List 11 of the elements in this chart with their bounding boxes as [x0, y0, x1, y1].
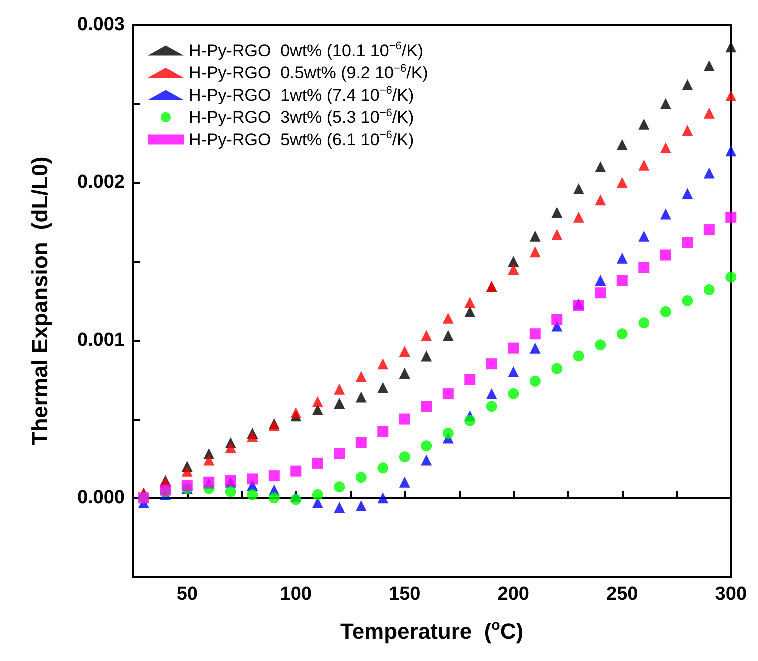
y-axis-title: Thermal Expansion (dL/L0)	[28, 156, 52, 446]
y-tick-label: 0.001	[77, 330, 126, 351]
x-tick-label: 250	[606, 584, 638, 605]
x-tick-label: 300	[715, 584, 747, 605]
x-tick-label: 150	[389, 584, 421, 605]
x-tick-label: 100	[280, 584, 312, 605]
y-tick-label: 0.002	[77, 172, 125, 194]
y-tick-label: 0.000	[77, 488, 125, 509]
y-tick-label: 0.003	[77, 14, 125, 36]
x-tick-label: 50	[176, 584, 198, 605]
x-tick-label: 200	[498, 584, 530, 605]
